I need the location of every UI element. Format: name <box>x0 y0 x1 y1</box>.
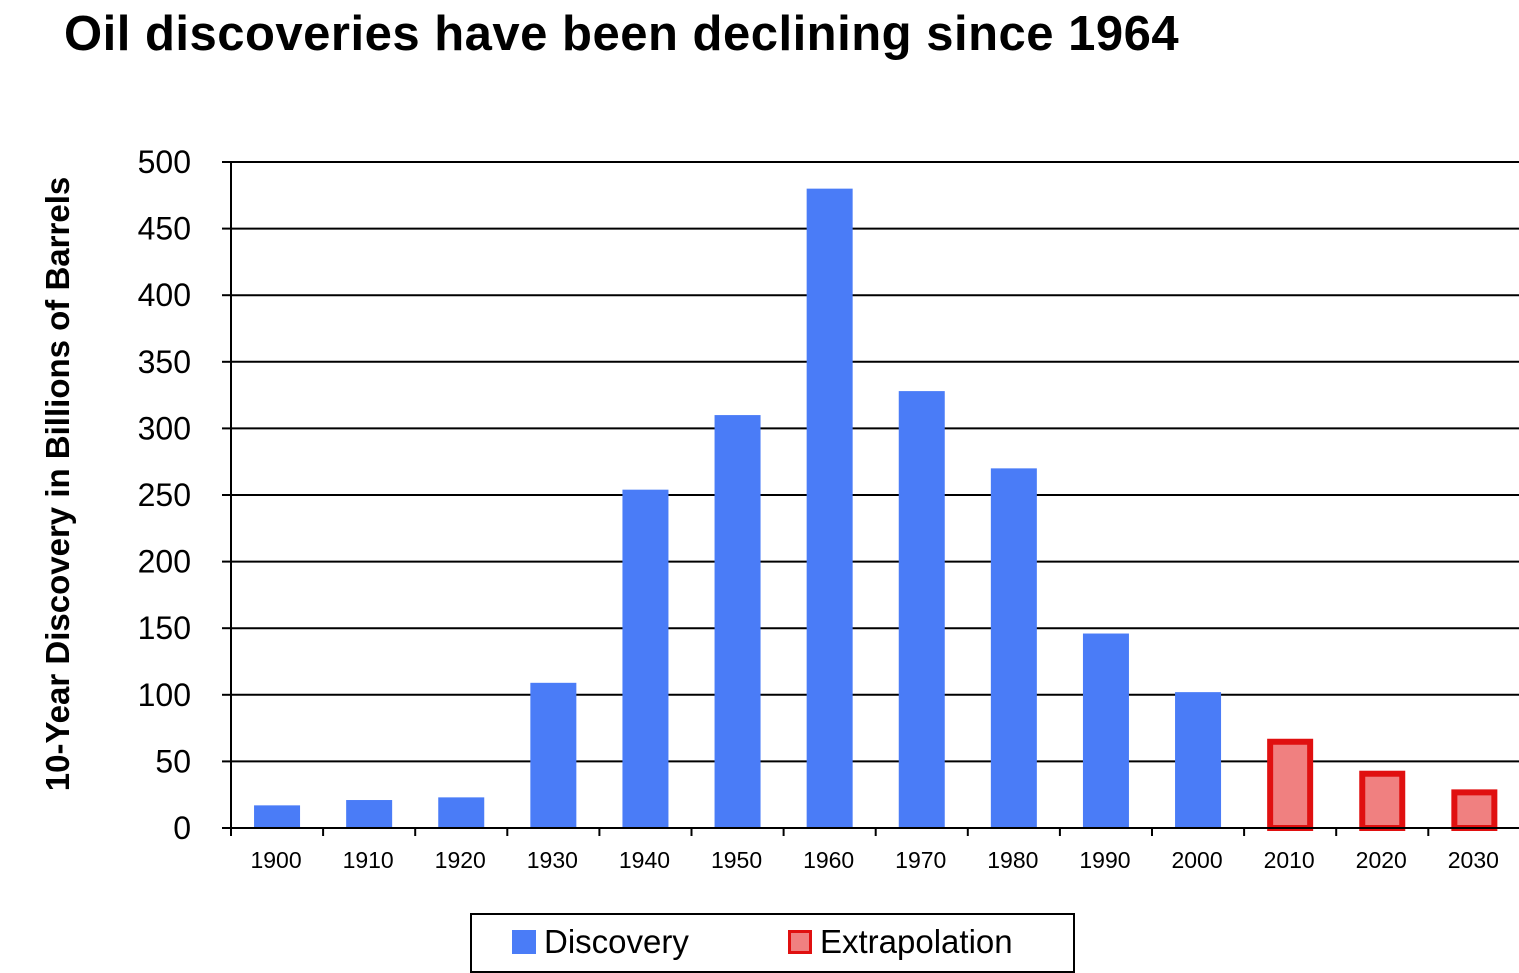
y-tick-label-200: 200 <box>138 544 191 580</box>
x-tick-label-1960: 1960 <box>803 847 854 873</box>
bar-discovery-1960 <box>806 188 853 828</box>
y-tick-label-400: 400 <box>138 277 191 313</box>
bar-discovery-1940 <box>622 489 669 828</box>
gridlines <box>231 161 1519 763</box>
bar-extrapolation-2030 <box>1451 789 1498 832</box>
chart-title: Oil discoveries have been declining sinc… <box>64 7 1180 61</box>
legend-swatch-discovery <box>512 930 536 954</box>
x-tick-label-2000: 2000 <box>1171 847 1222 873</box>
x-tick-label-1970: 1970 <box>895 847 946 873</box>
legend-item-extrapolation: Extrapolation <box>788 923 1013 961</box>
y-tick-label-150: 150 <box>138 610 191 646</box>
y-tick-label-300: 300 <box>138 410 191 446</box>
x-tick-label-1930: 1930 <box>527 847 578 873</box>
y-tick-label-0: 0 <box>173 810 191 846</box>
bar-discovery-1990 <box>1082 633 1129 828</box>
x-tick-label-1920: 1920 <box>435 847 486 873</box>
bars <box>254 188 1498 832</box>
x-tick-label-1980: 1980 <box>987 847 1038 873</box>
x-tick-label-1950: 1950 <box>711 847 762 873</box>
bar-discovery-1900 <box>254 805 301 828</box>
x-tick-label-2020: 2020 <box>1356 847 1407 873</box>
x-tick-labels: 1900 1910 1920 1930 1940 1950 1960 1970 1980 1990… <box>250 847 1498 873</box>
y-tick-label-50: 50 <box>155 743 191 779</box>
bar-discovery-1950 <box>714 415 761 828</box>
bar-extrapolation-2020 <box>1359 770 1406 831</box>
bar-discovery-1970 <box>898 391 945 828</box>
bar-discovery-1920 <box>438 797 485 828</box>
axes <box>222 161 1519 836</box>
x-tick-label-1940: 1940 <box>619 847 670 873</box>
y-tick-label-350: 350 <box>138 344 191 380</box>
bar-discovery-2000 <box>1175 692 1222 828</box>
legend-label-extrapolation: Extrapolation <box>820 923 1013 960</box>
x-tick-label-1910: 1910 <box>343 847 394 873</box>
x-tick-label-2010: 2010 <box>1264 847 1315 873</box>
y-tick-label-450: 450 <box>138 211 191 247</box>
legend-swatch-extrapolation <box>788 930 812 954</box>
y-tick-label-500: 500 <box>138 144 191 180</box>
legend-label-discovery: Discovery <box>544 923 689 960</box>
bar-discovery-1980 <box>990 468 1037 828</box>
legend-item-discovery: Discovery <box>512 923 689 961</box>
bar-extrapolation-2010 <box>1267 738 1314 831</box>
y-tick-label-250: 250 <box>138 477 191 513</box>
bar-discovery-1930 <box>530 682 577 828</box>
x-tick-label-1900: 1900 <box>250 847 301 873</box>
x-tick-label-1990: 1990 <box>1079 847 1130 873</box>
bar-discovery-1910 <box>346 800 393 828</box>
y-tick-labels: 0 50 100 150 200 250 300 350 400 450 500 <box>138 144 191 846</box>
y-tick-label-100: 100 <box>138 677 191 713</box>
legend: Discovery Extrapolation <box>470 913 1075 973</box>
x-tick-label-2030: 2030 <box>1448 847 1499 873</box>
